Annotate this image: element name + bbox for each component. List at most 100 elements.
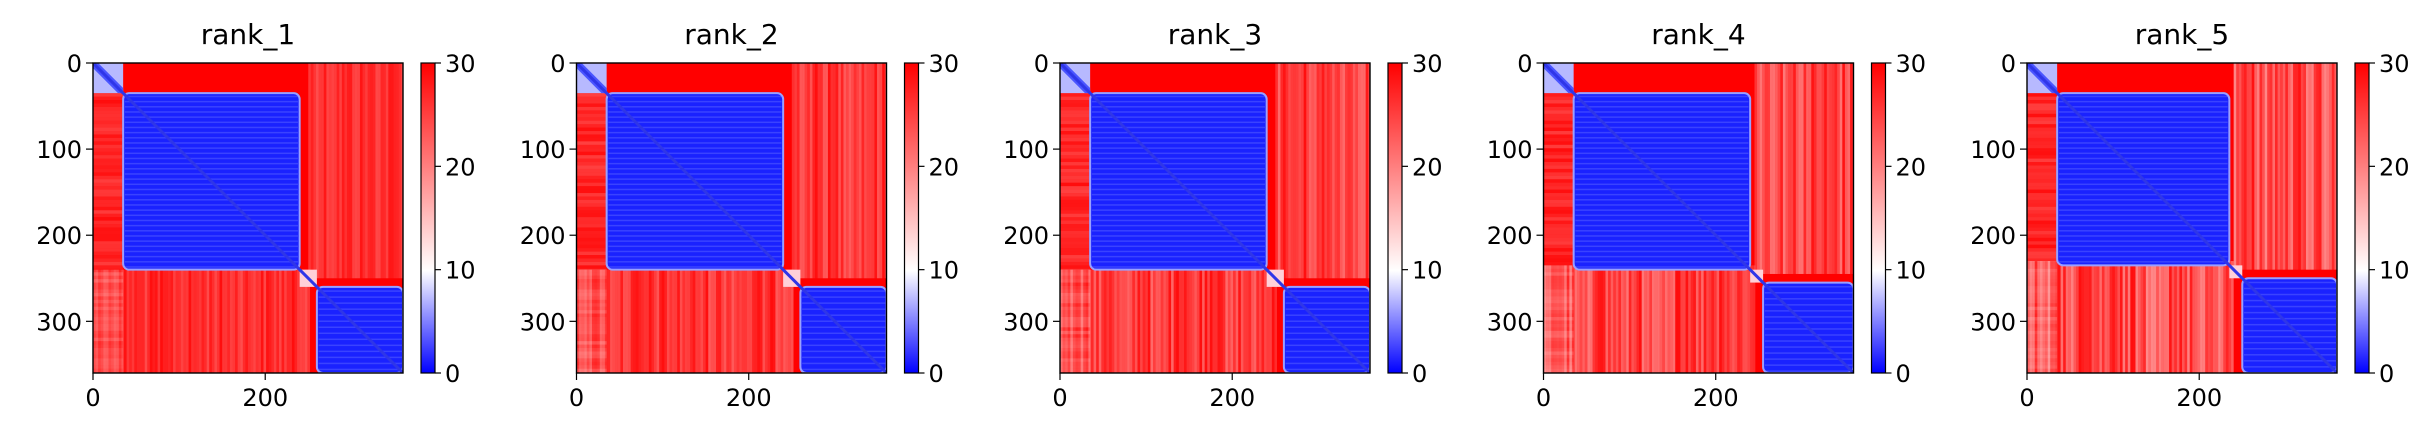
texture-stripe bbox=[2047, 261, 2051, 373]
texture-stripe bbox=[1543, 175, 1574, 180]
texture-line bbox=[318, 362, 403, 365]
texture-stripe bbox=[294, 269, 298, 373]
texture-stripe bbox=[1587, 265, 1590, 373]
texture-line bbox=[2244, 305, 2337, 308]
texture-stripe bbox=[576, 313, 607, 318]
texture-stripe bbox=[1543, 251, 1574, 256]
texture-line bbox=[124, 266, 298, 268]
texture-stripe bbox=[323, 63, 327, 279]
texture-stripe bbox=[1209, 269, 1213, 373]
texture-stripe bbox=[93, 199, 124, 204]
texture-stripe bbox=[1345, 63, 1348, 279]
texture-stripe bbox=[1243, 269, 1246, 373]
texture-line bbox=[608, 121, 782, 124]
texture-stripe bbox=[785, 269, 789, 373]
texture-stripe bbox=[1819, 63, 1822, 274]
texture-line bbox=[608, 199, 782, 201]
texture-stripe bbox=[1060, 213, 1091, 218]
texture-stripe bbox=[186, 269, 189, 373]
texture-stripe bbox=[1615, 265, 1619, 373]
texture-line bbox=[802, 290, 887, 292]
texture-stripe bbox=[2187, 261, 2190, 373]
texture-line bbox=[1091, 255, 1265, 258]
texture-stripe bbox=[579, 269, 582, 373]
texture-line bbox=[1764, 352, 1854, 354]
texture-line bbox=[608, 147, 782, 149]
texture-stripe bbox=[2089, 261, 2092, 373]
panel-title: rank_5 bbox=[2135, 18, 2229, 51]
texture-stripe bbox=[576, 351, 607, 355]
texture-stripe bbox=[654, 269, 657, 373]
diagonal-line bbox=[576, 63, 887, 373]
texture-stripe bbox=[1785, 63, 1789, 274]
texture-stripe bbox=[1339, 63, 1343, 279]
texture-stripe bbox=[2290, 63, 2294, 270]
texture-stripe bbox=[344, 63, 348, 279]
texture-stripe bbox=[2027, 265, 2058, 269]
texture-stripe bbox=[1777, 63, 1781, 274]
texture-line bbox=[1091, 111, 1265, 113]
texture-stripe bbox=[576, 269, 580, 373]
texture-line bbox=[1764, 364, 1854, 366]
texture-stripe bbox=[1060, 224, 1091, 228]
texture-stripe bbox=[2027, 186, 2058, 190]
texture-stripe bbox=[136, 269, 140, 373]
colorbar bbox=[2354, 62, 2370, 374]
texture-stripe bbox=[576, 172, 607, 176]
texture-stripe bbox=[1062, 269, 1066, 373]
texture-line bbox=[1575, 250, 1749, 253]
texture-line bbox=[608, 266, 782, 268]
texture-stripe bbox=[1060, 258, 1091, 262]
texture-stripe bbox=[93, 248, 124, 252]
texture-stripe bbox=[1605, 265, 1609, 373]
texture-stripe bbox=[1347, 63, 1351, 279]
texture-line bbox=[2058, 168, 2228, 170]
texture-stripe bbox=[576, 327, 607, 331]
texture-stripe bbox=[1579, 265, 1583, 373]
texture-line bbox=[608, 173, 782, 175]
texture-stripe bbox=[669, 269, 673, 373]
texture-stripe bbox=[1060, 344, 1091, 349]
texture-stripe bbox=[1690, 265, 1694, 373]
texture-stripe bbox=[193, 269, 197, 373]
texture-stripe bbox=[2027, 351, 2058, 355]
colorbar-tick-label: 30 bbox=[2379, 50, 2410, 78]
texture-stripe bbox=[576, 199, 607, 204]
texture-line bbox=[318, 308, 403, 310]
texture-line bbox=[1285, 344, 1370, 347]
texture-stripe bbox=[576, 286, 607, 290]
y-tick-label: 0 bbox=[2001, 50, 2016, 78]
texture-stripe bbox=[581, 269, 585, 373]
texture-stripe bbox=[1543, 361, 1574, 366]
texture-stripe bbox=[93, 168, 124, 173]
texture-stripe bbox=[359, 63, 363, 279]
texture-line bbox=[1091, 152, 1265, 155]
texture-stripe bbox=[741, 269, 745, 373]
texture-stripe bbox=[576, 354, 607, 359]
texture-stripe bbox=[1808, 63, 1812, 274]
texture-stripe bbox=[93, 361, 124, 366]
texture-stripe bbox=[864, 63, 867, 279]
texture-stripe bbox=[2027, 179, 2058, 183]
texture-stripe bbox=[812, 63, 816, 279]
axes-frame bbox=[575, 62, 888, 374]
texture-stripe bbox=[93, 213, 124, 218]
texture-stripe bbox=[576, 258, 607, 262]
texture-stripe bbox=[173, 269, 176, 373]
texture-stripe bbox=[1134, 269, 1138, 373]
texture-stripe bbox=[1543, 158, 1574, 163]
texture-stripe bbox=[2153, 261, 2157, 373]
texture-stripe bbox=[1314, 63, 1317, 279]
y-tick-label: 300 bbox=[1487, 308, 1533, 336]
texture-stripe bbox=[121, 269, 124, 373]
texture-stripe bbox=[321, 63, 324, 279]
texture-stripe bbox=[2285, 63, 2288, 270]
texture-stripe bbox=[93, 286, 124, 290]
texture-stripe bbox=[253, 269, 256, 373]
texture-line bbox=[1091, 126, 1265, 129]
texture-line bbox=[124, 152, 298, 155]
texture-stripe bbox=[728, 269, 732, 373]
texture-stripe bbox=[2027, 296, 2058, 300]
texture-line bbox=[2058, 137, 2228, 139]
texture-line bbox=[2058, 250, 2228, 253]
